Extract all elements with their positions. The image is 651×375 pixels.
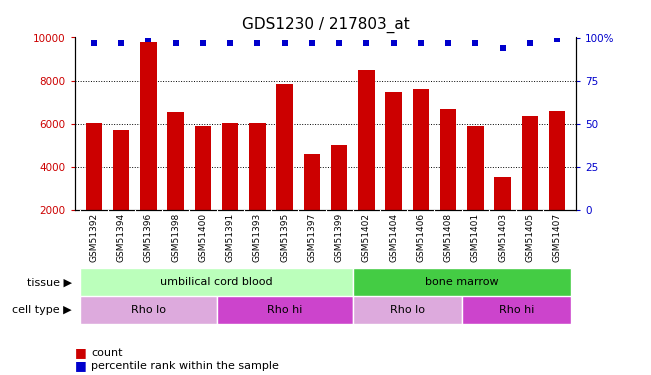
Text: GSM51393: GSM51393 [253, 213, 262, 262]
Text: GSM51394: GSM51394 [117, 213, 126, 262]
Text: GSM51403: GSM51403 [498, 213, 507, 262]
Bar [304, 154, 320, 253]
Text: tissue ▶: tissue ▶ [27, 277, 72, 287]
Bar [331, 146, 347, 253]
Bar [217, 296, 353, 324]
Point [497, 45, 508, 51]
Bar [353, 296, 462, 324]
Text: ■: ■ [75, 346, 90, 359]
Bar [80, 296, 217, 324]
Point [307, 40, 317, 46]
Text: bone marrow: bone marrow [425, 277, 499, 287]
Bar [549, 111, 565, 253]
Bar [353, 268, 571, 296]
Text: count: count [91, 348, 122, 357]
Bar [521, 116, 538, 253]
Text: umbilical cord blood: umbilical cord blood [160, 277, 273, 287]
Bar [277, 84, 293, 253]
Point [334, 40, 344, 46]
Text: GSM51404: GSM51404 [389, 213, 398, 262]
Point [171, 40, 181, 46]
Bar [80, 268, 353, 296]
Bar [140, 42, 157, 253]
Text: GSM51399: GSM51399 [335, 213, 344, 262]
Text: ■: ■ [75, 359, 90, 372]
Text: GSM51402: GSM51402 [362, 213, 371, 262]
Text: GSM51400: GSM51400 [199, 213, 208, 262]
Bar [249, 123, 266, 253]
Point [89, 40, 99, 46]
Text: GSM51401: GSM51401 [471, 213, 480, 262]
Text: Rho lo: Rho lo [131, 305, 166, 315]
Text: GSM51407: GSM51407 [553, 213, 562, 262]
Point [552, 36, 562, 42]
Text: GSM51395: GSM51395 [280, 213, 289, 262]
Bar [413, 89, 429, 253]
Bar [358, 70, 374, 253]
Bar [440, 109, 456, 253]
Text: GSM51391: GSM51391 [226, 213, 234, 262]
Text: GSM51397: GSM51397 [307, 213, 316, 262]
Text: Rho lo: Rho lo [390, 305, 424, 315]
Bar [462, 296, 571, 324]
Point [225, 40, 236, 46]
Bar [86, 123, 102, 253]
Text: Rho hi: Rho hi [499, 305, 534, 315]
Point [198, 40, 208, 46]
Point [116, 40, 126, 46]
Text: GSM51408: GSM51408 [443, 213, 452, 262]
Text: GSM51392: GSM51392 [89, 213, 98, 262]
Bar [494, 177, 511, 253]
Bar [385, 93, 402, 253]
Text: GSM51405: GSM51405 [525, 213, 534, 262]
Point [361, 40, 372, 46]
Point [389, 40, 399, 46]
Text: percentile rank within the sample: percentile rank within the sample [91, 361, 279, 370]
Text: cell type ▶: cell type ▶ [12, 305, 72, 315]
Text: Rho hi: Rho hi [267, 305, 302, 315]
Point [143, 36, 154, 42]
Bar [222, 123, 238, 253]
Bar [195, 126, 211, 253]
Point [415, 40, 426, 46]
Text: GSM51396: GSM51396 [144, 213, 153, 262]
Bar [467, 126, 484, 253]
Point [470, 40, 480, 46]
Title: GDS1230 / 217803_at: GDS1230 / 217803_at [242, 17, 409, 33]
Text: GSM51406: GSM51406 [417, 213, 425, 262]
Bar [167, 112, 184, 253]
Point [252, 40, 262, 46]
Point [525, 40, 535, 46]
Text: GSM51398: GSM51398 [171, 213, 180, 262]
Bar [113, 130, 130, 253]
Point [443, 40, 453, 46]
Point [279, 40, 290, 46]
